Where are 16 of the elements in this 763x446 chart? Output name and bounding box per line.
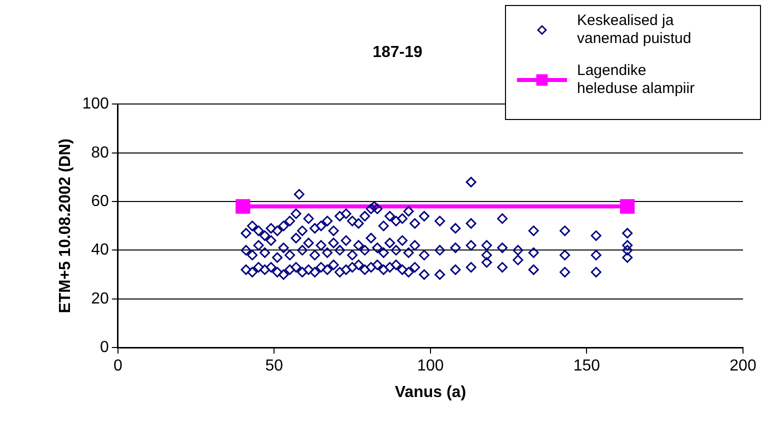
y-tick-label: 80 [91, 144, 109, 162]
x-tick-label: 150 [573, 358, 600, 375]
y-tick-label: 0 [100, 339, 109, 356]
y-tick-label: 100 [82, 96, 109, 113]
x-tick-label: 200 [730, 358, 756, 375]
y-tick-label: 20 [91, 290, 109, 308]
chart-title: 187-19 [372, 44, 423, 62]
y-tick-label: 60 [91, 192, 109, 210]
y-tick-label: 40 [91, 242, 109, 259]
x-axis-title: Vanus (a) [394, 384, 466, 401]
legend-label: Keskealised ja vanemad puistud [577, 12, 692, 48]
x-tick-label: 0 [113, 358, 122, 375]
x-tick-label: 50 [265, 358, 284, 375]
x-tick-label: 100 [417, 358, 444, 375]
legend-label: Lagendike heleduse alampiir [577, 62, 695, 98]
y-axis-title: ETM+5 10.08.2002 (DN) [57, 138, 74, 314]
